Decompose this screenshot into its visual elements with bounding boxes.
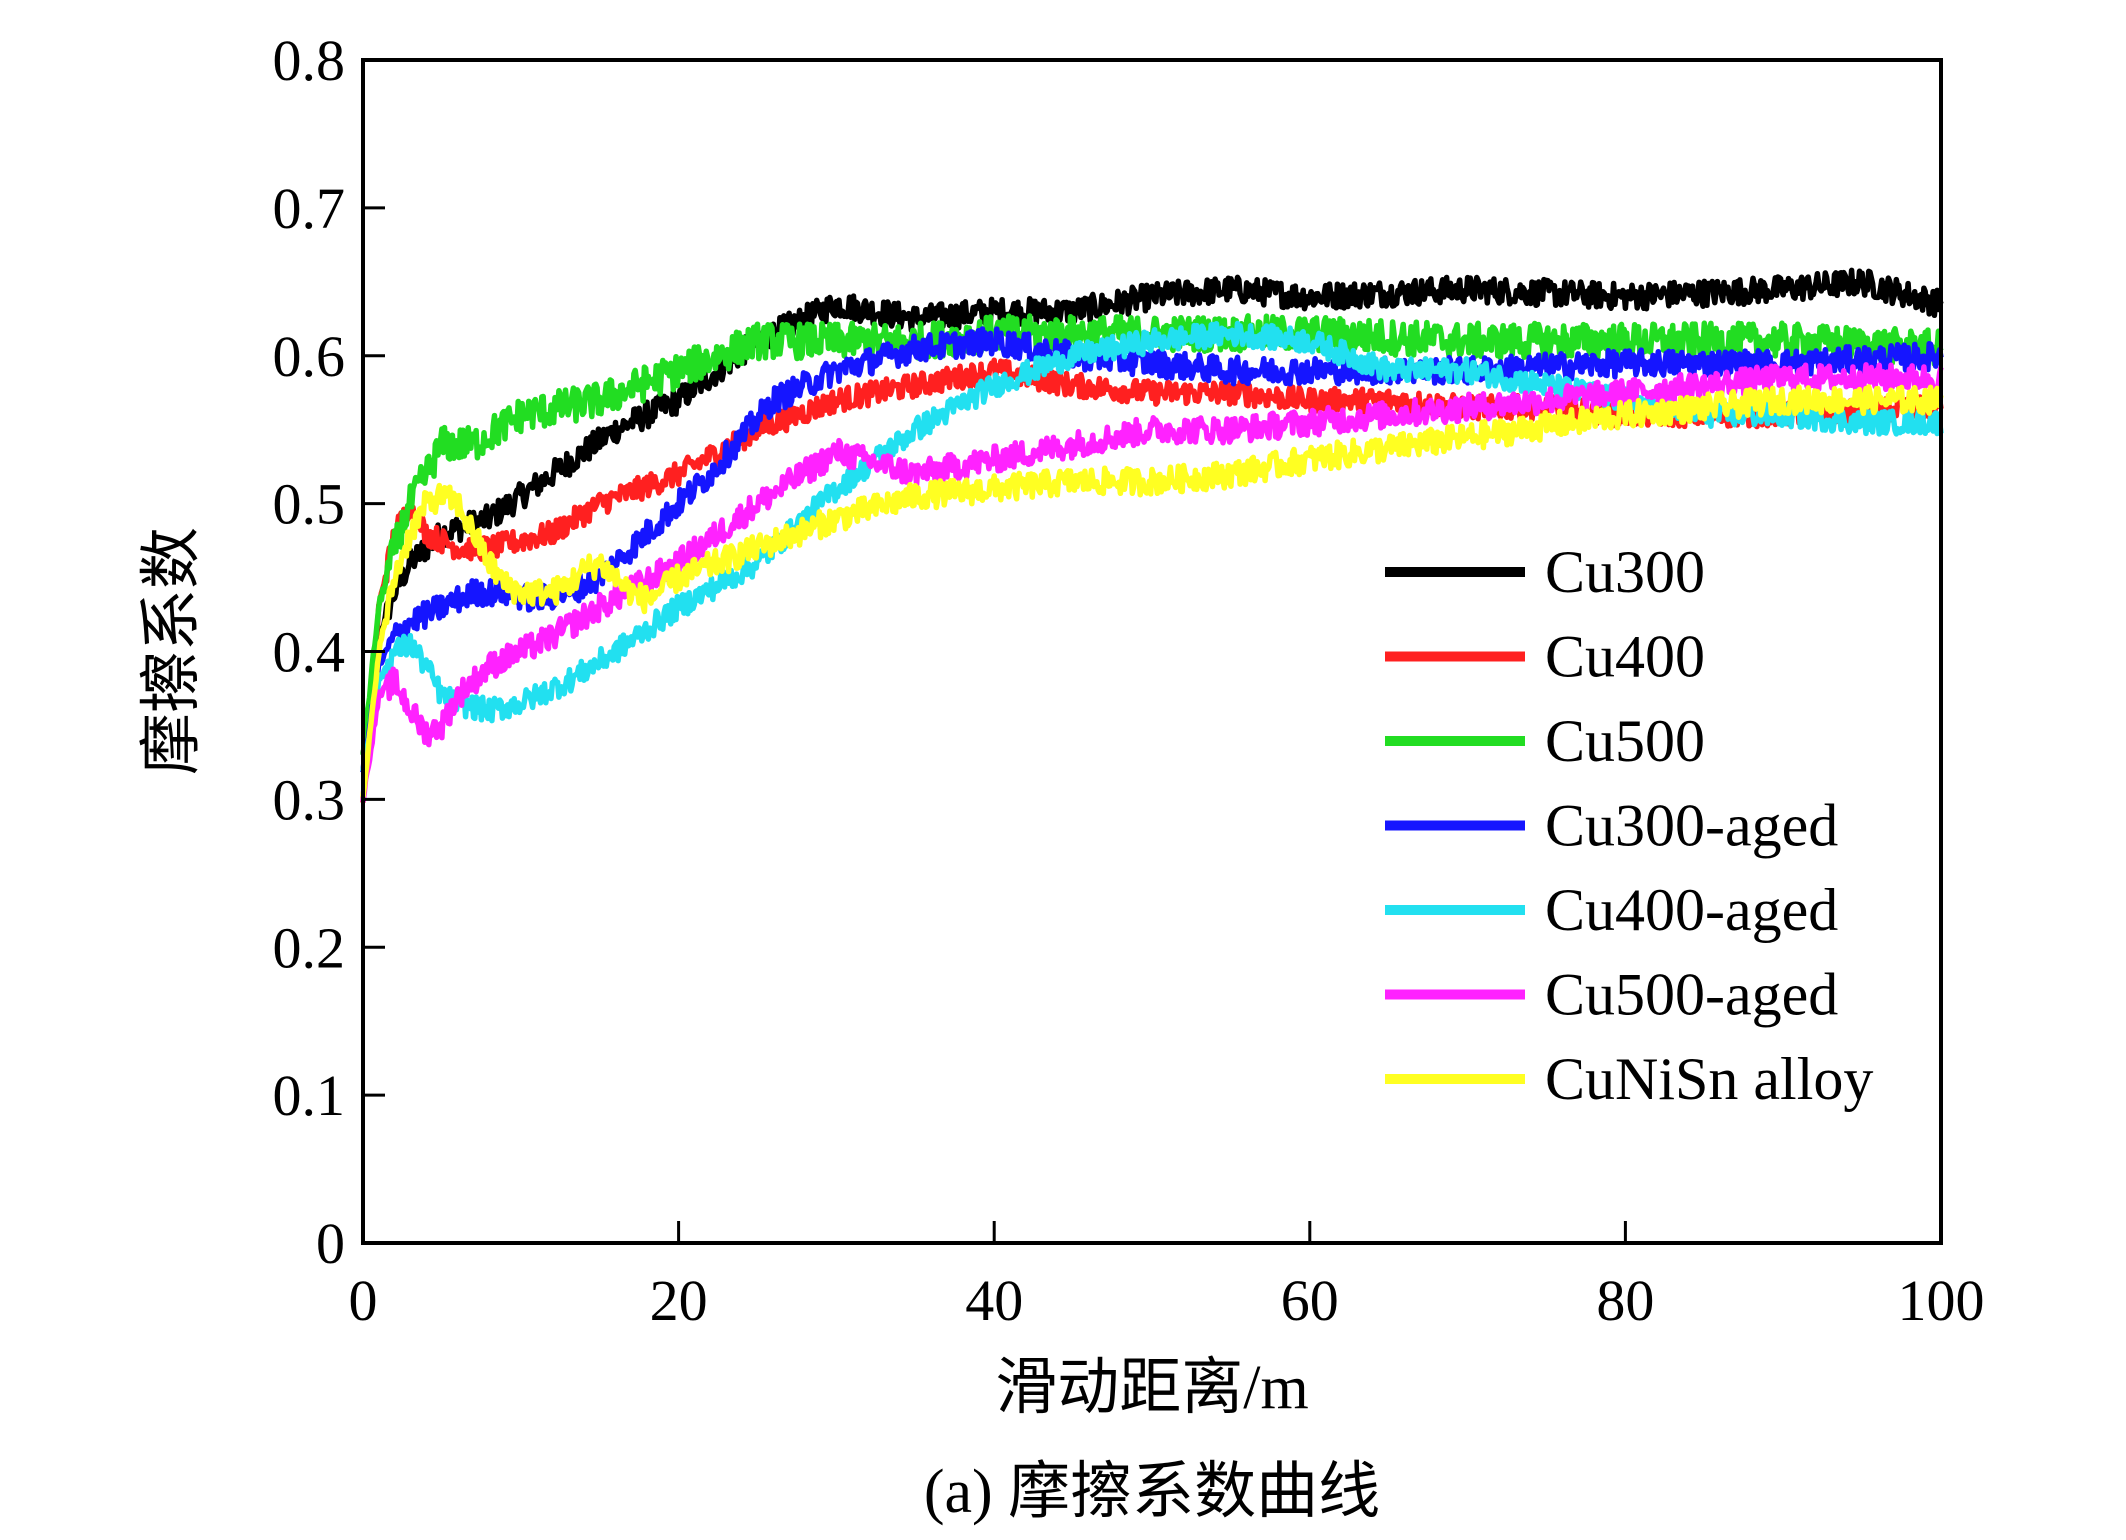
x-tick-label: 100 [1898,1268,1985,1333]
legend-label: Cu500-aged [1545,962,1838,1028]
legend-label: Cu500 [1545,708,1705,774]
legend: Cu300 Cu400 Cu500 Cu300-aged Cu400-aged Cu500… [1385,539,1873,1112]
legend-label: Cu400 [1545,624,1705,690]
y-tick-label: 0 [316,1211,345,1276]
series-line-6 [360,384,1944,798]
y-tick-label: 0.3 [273,767,346,832]
y-tick-label: 0.8 [273,28,346,93]
series-line-3 [360,326,1944,773]
y-tick-label: 0.2 [273,915,346,980]
x-tick-label: 80 [1596,1268,1654,1333]
figure-caption: (a) 摩擦系数曲线 [924,1458,1380,1526]
x-tick-label: 40 [965,1268,1023,1333]
series-line-1 [360,357,1944,803]
axes-layer: 0 20 40 60 80 100 0 0.1 0.2 0.3 0.4 0.5 0.6 0.7 0.8 [273,28,1985,1333]
x-axis-title: 滑动距离/m [995,1354,1308,1422]
y-axis-title: 摩擦系数 [138,527,206,775]
y-tick-label: 0.6 [273,324,346,389]
series-layer [360,267,1944,803]
legend-label: CuNiSn alloy [1545,1046,1873,1112]
legend-label: Cu300-aged [1545,793,1838,859]
y-tick-label: 0.7 [273,176,346,241]
legend-label: Cu300 [1545,539,1705,605]
x-tick-label: 60 [1281,1268,1339,1333]
y-tick-label: 0.1 [273,1063,346,1128]
y-tick-label: 0.4 [273,620,346,685]
x-tick-label: 0 [349,1268,378,1333]
y-tick-label: 0.5 [273,472,346,537]
x-tick-label: 20 [650,1268,708,1333]
series-line-0 [360,267,1944,755]
legend-label: Cu400-aged [1545,877,1838,943]
